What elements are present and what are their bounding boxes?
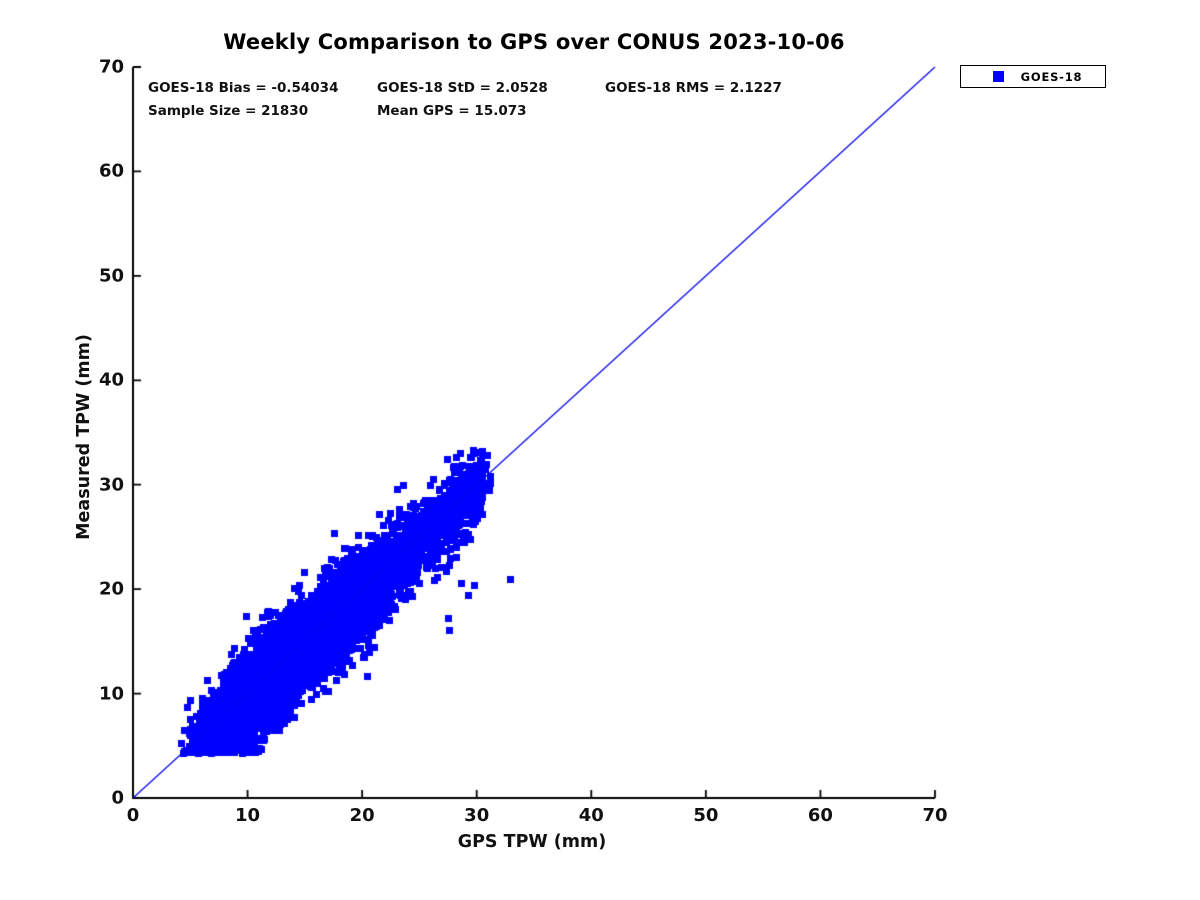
y-tick-label: 50 (98, 265, 124, 287)
y-tick-label: 30 (98, 474, 124, 496)
y-tick-label: 40 (98, 369, 124, 391)
stat-mean-gps: Mean GPS = 15.073 (377, 103, 527, 119)
legend-box: GOES-18 (960, 65, 1106, 88)
stat-std: GOES-18 StD = 2.0528 (377, 80, 548, 96)
stat-bias: GOES-18 Bias = -0.54034 (148, 80, 339, 96)
x-tick-label: 0 (126, 805, 140, 826)
x-axis-label: GPS TPW (mm) (457, 832, 607, 852)
stat-sample-size: Sample Size = 21830 (148, 103, 309, 119)
y-tick-label: 10 (98, 683, 124, 705)
x-tick-label: 20 (349, 805, 375, 826)
stat-rms: GOES-18 RMS = 2.1227 (605, 80, 782, 96)
legend-marker-square-icon (993, 71, 1004, 82)
x-tick-label: 10 (235, 805, 261, 826)
x-tick-label: 70 (922, 805, 948, 826)
y-tick-label: 60 (98, 160, 124, 182)
y-axis-label: Measured TPW (mm) (74, 334, 94, 540)
y-tick-label: 0 (111, 787, 124, 809)
x-tick-label: 30 (464, 805, 490, 826)
x-tick-label: 40 (578, 805, 604, 826)
x-tick-label: 60 (807, 805, 833, 826)
y-tick-label: 70 (98, 56, 124, 78)
y-tick-label: 20 (98, 578, 124, 600)
chart-title: Weekly Comparison to GPS over CONUS 2023… (223, 30, 845, 54)
legend-label: GOES-18 (1020, 69, 1083, 84)
x-tick-label: 50 (693, 805, 719, 826)
